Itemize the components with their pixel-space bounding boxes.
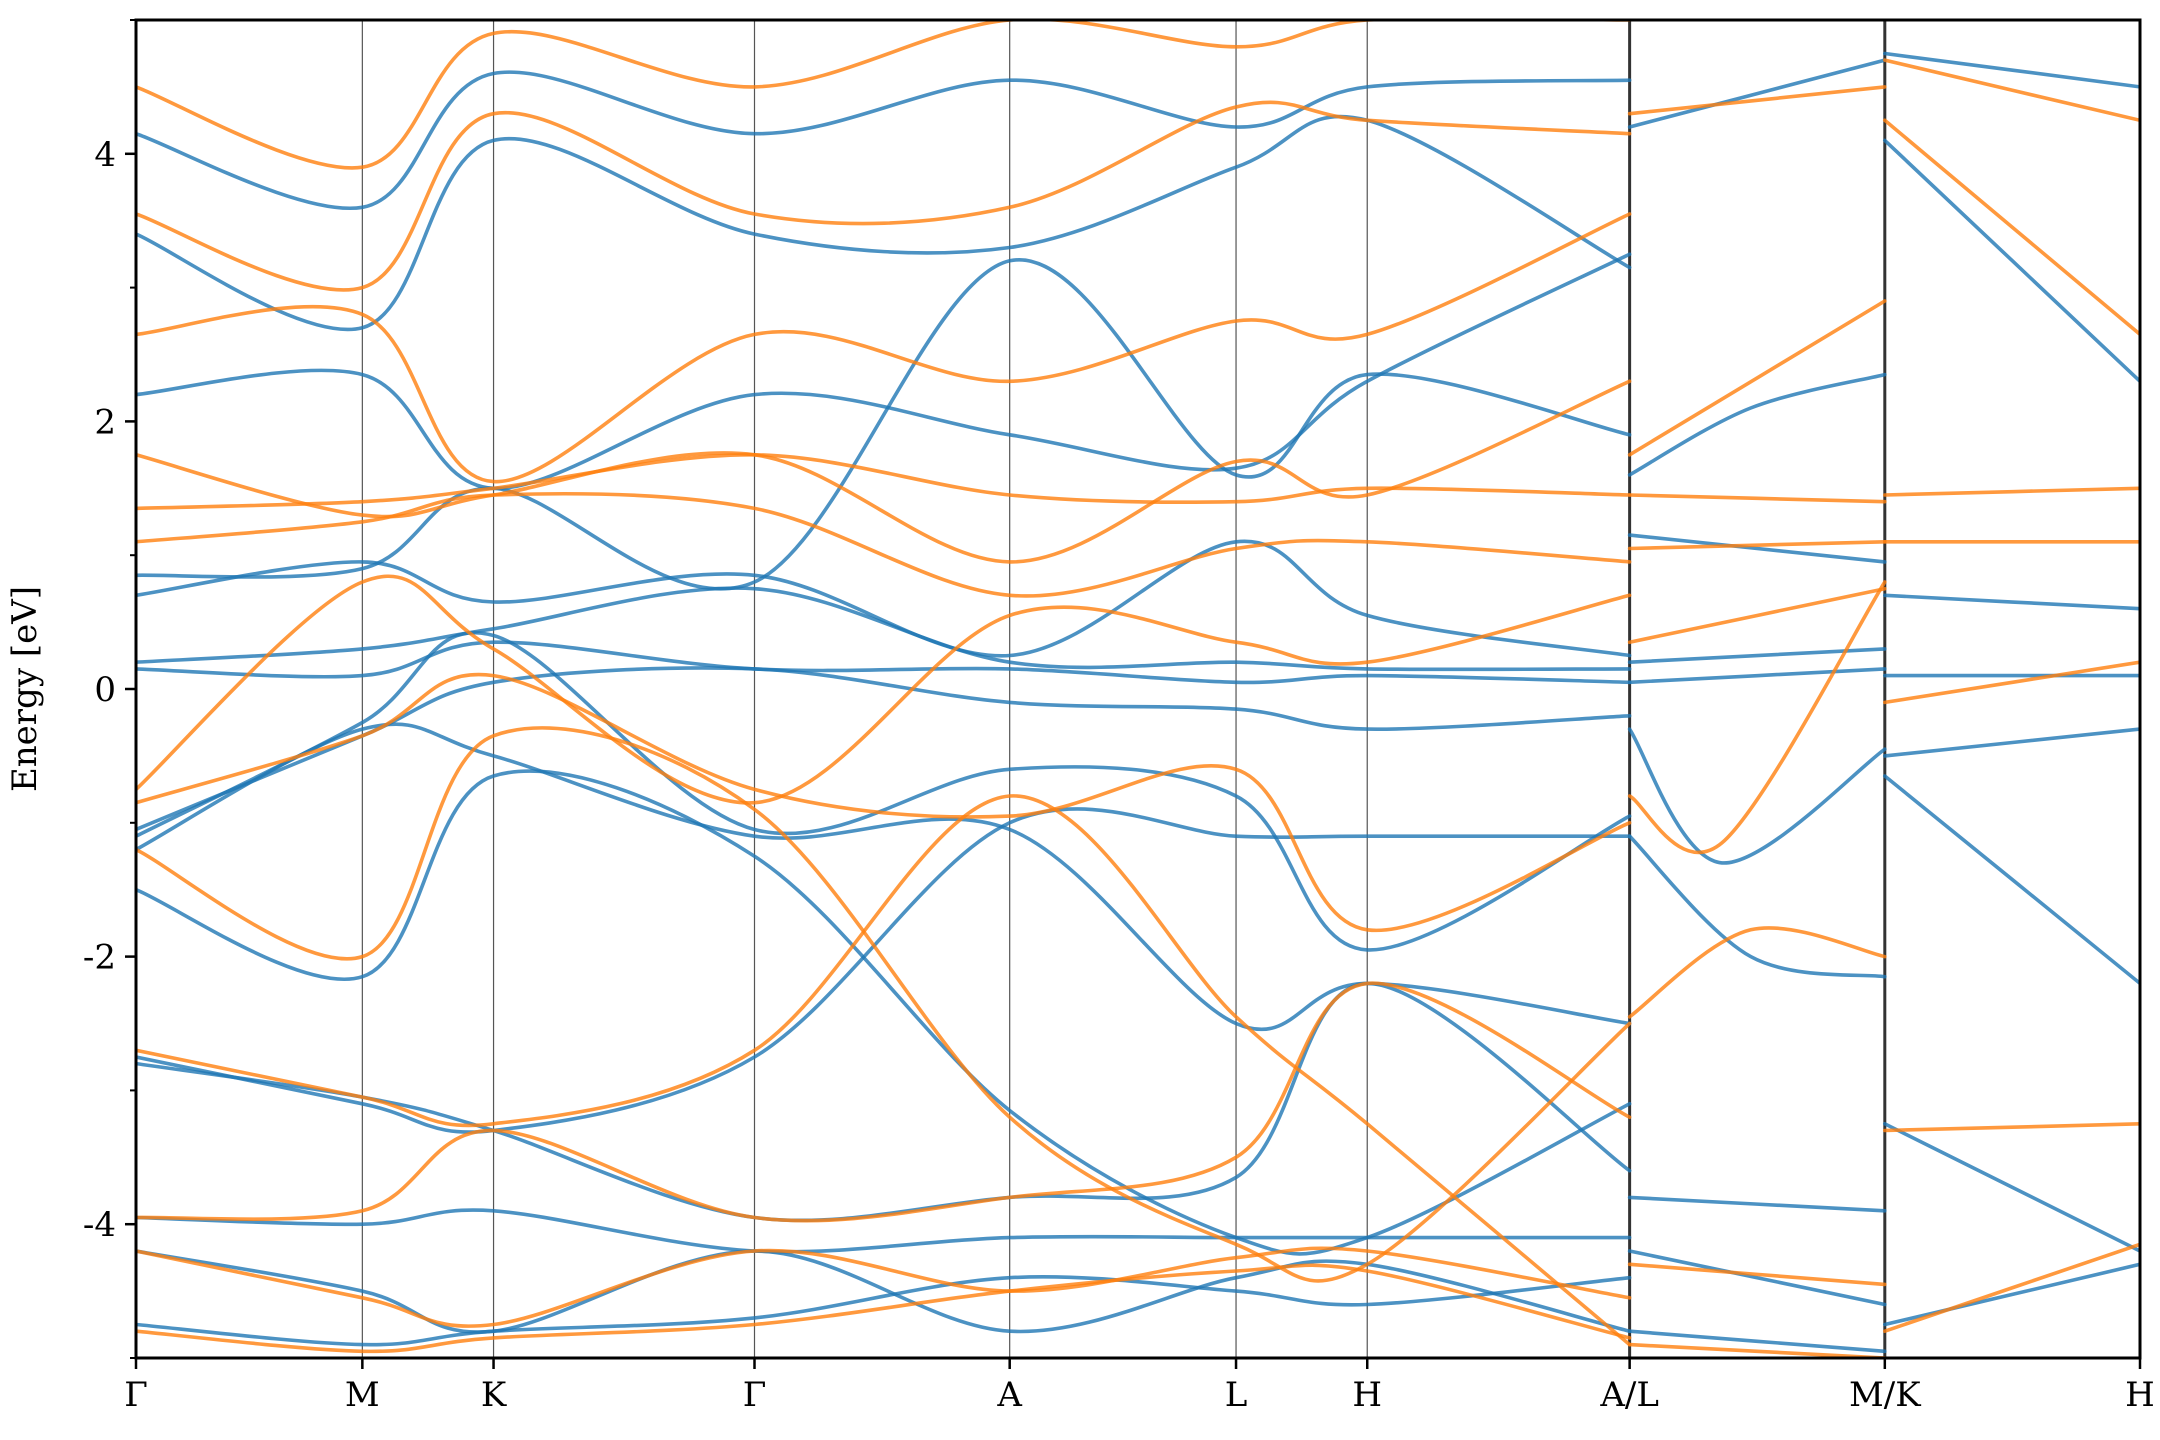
band-line-series_a bbox=[1883, 138, 2140, 384]
x-tick-label: A bbox=[996, 1375, 1022, 1415]
band-line-series_b bbox=[1883, 1122, 2140, 1133]
band-line-series_a bbox=[136, 1249, 1632, 1334]
band-line-series_b bbox=[136, 452, 1632, 511]
y-tick-label: 2 bbox=[94, 402, 116, 442]
band-line-series_b bbox=[136, 379, 1632, 564]
band-line-series_a bbox=[1627, 58, 1887, 129]
band-line-series_a bbox=[1883, 593, 2140, 611]
band-line-series_a bbox=[1627, 1249, 1887, 1307]
x-tick-label: Γ bbox=[124, 1375, 148, 1415]
y-tick-label: 0 bbox=[94, 670, 116, 710]
band-line-series_a bbox=[136, 258, 1632, 591]
y-tick-label: -2 bbox=[83, 938, 116, 978]
band-line-series_b bbox=[1883, 660, 2140, 705]
band-line-series_b bbox=[136, 981, 1632, 1223]
band-line-series_a bbox=[136, 631, 1632, 952]
band-line-series_a bbox=[136, 769, 1632, 1256]
band-line-series_a bbox=[136, 539, 1632, 658]
band-line-series_b bbox=[136, 20, 1632, 170]
x-tick-label: L bbox=[1225, 1375, 1248, 1415]
band-line-series_b bbox=[1627, 580, 1887, 854]
x-tick-label: M bbox=[345, 1375, 380, 1415]
band-line-series_a bbox=[1883, 1262, 2140, 1327]
band-line-series_b bbox=[136, 672, 1632, 933]
band-line-series_b bbox=[1627, 299, 1887, 457]
band-line-series_a bbox=[1627, 1329, 1887, 1354]
band-line-series_a bbox=[1627, 533, 1887, 564]
band-line-series_a bbox=[136, 252, 1632, 491]
band-line-series_a bbox=[136, 807, 1632, 1134]
x-tick-label: H bbox=[1352, 1375, 1382, 1415]
band-line-series_b bbox=[136, 491, 1632, 598]
band-line-series_a bbox=[1627, 834, 1887, 979]
band-line-series_a bbox=[136, 70, 1632, 211]
band-line-series_a bbox=[1883, 727, 2140, 758]
band-line-series_a bbox=[1627, 647, 1887, 664]
band-line-series_a bbox=[136, 640, 1632, 685]
band-line-series_a bbox=[136, 666, 1632, 832]
y-axis: 4 2 0 -2 -4 bbox=[83, 19, 136, 1359]
band-lines bbox=[136, 20, 2140, 1358]
band-line-series_b bbox=[136, 1246, 1632, 1328]
band-line-series_a bbox=[136, 1275, 1632, 1347]
band-line-series_a bbox=[1883, 774, 2140, 986]
band-line-series_a bbox=[136, 722, 1632, 1032]
x-tick-label: Γ bbox=[743, 1375, 767, 1415]
band-line-series_b bbox=[1627, 540, 1887, 551]
x-tick-label: A/L bbox=[1599, 1375, 1659, 1415]
band-line-series_b bbox=[136, 574, 1632, 805]
band-line-series_b bbox=[1627, 85, 1887, 116]
band-line-series_a bbox=[1883, 51, 2140, 89]
band-line-series_a bbox=[1627, 372, 1887, 477]
band-line-series_b bbox=[136, 212, 1632, 484]
band-line-series_a bbox=[1627, 1195, 1887, 1213]
band-line-series_b bbox=[1883, 486, 2140, 497]
band-line-series_b bbox=[136, 726, 1632, 1283]
band-line-series_b bbox=[136, 794, 1632, 1347]
band-line-series_a bbox=[1883, 1122, 2140, 1253]
band-line-series_a bbox=[1627, 727, 1887, 865]
band-line-series_b bbox=[1883, 58, 2140, 123]
band-line-series_b bbox=[136, 1263, 1632, 1354]
band-line-series_b bbox=[1627, 926, 1887, 1019]
y-axis-label: Energy [eV] bbox=[5, 586, 45, 792]
band-line-series_b bbox=[1883, 118, 2140, 337]
x-axis: Γ M K Γ A L H A/L M/K H bbox=[124, 1358, 2155, 1415]
band-line-series_a bbox=[136, 586, 1632, 672]
y-tick-label: -4 bbox=[83, 1205, 116, 1245]
band-line-series_b bbox=[1627, 586, 1887, 644]
x-tick-label: H bbox=[2125, 1375, 2155, 1415]
band-line-series_a bbox=[1627, 667, 1887, 685]
band-line-series_b bbox=[1627, 493, 1887, 504]
band-line-series_b bbox=[1627, 1262, 1887, 1287]
x-tick-label: M/K bbox=[1849, 1375, 1921, 1415]
x-tick-label: K bbox=[481, 1375, 507, 1415]
band-line-series_b bbox=[136, 100, 1632, 292]
band-line-series_b bbox=[1883, 1242, 2140, 1333]
y-tick-label: 4 bbox=[94, 135, 116, 175]
